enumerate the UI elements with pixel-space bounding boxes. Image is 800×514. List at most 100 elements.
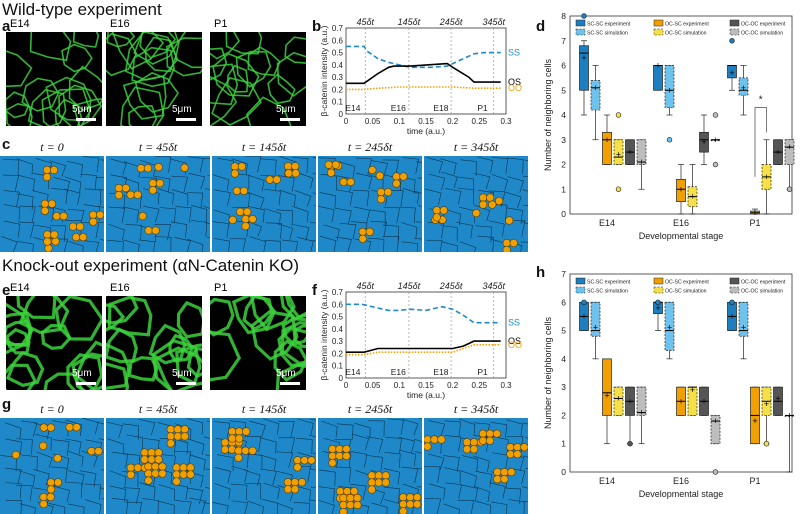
cell-membrane	[29, 32, 72, 62]
outer-hair-cell	[472, 209, 481, 218]
cell-edge	[473, 485, 490, 503]
cell-edge	[53, 485, 70, 503]
cell-edge	[67, 450, 84, 467]
cell-edge	[186, 192, 204, 209]
legend-label: SC-SC experiment	[587, 280, 631, 286]
cell-edge	[265, 222, 282, 239]
outer-hair-cell	[399, 507, 408, 514]
cell-edge	[473, 172, 491, 190]
cell-edge	[264, 188, 281, 206]
outer-hair-cell	[228, 427, 237, 436]
cell-edge	[52, 420, 69, 437]
outer-hair-cell	[494, 196, 504, 206]
cell-edge	[53, 176, 70, 194]
outer-hair-cell	[230, 162, 239, 171]
sim-time-label: t = 0	[40, 402, 64, 416]
cell-edge	[296, 437, 313, 455]
cell-membrane	[21, 77, 60, 112]
y-tick-label: 0.7	[332, 24, 344, 33]
stage-label: E14	[345, 367, 360, 377]
cell-edge	[204, 221, 210, 225]
cell-edge	[244, 156, 262, 173]
cell-edge	[383, 486, 400, 503]
cell-edge	[3, 204, 21, 221]
category-label: E14	[599, 476, 615, 486]
significance-bracket	[754, 107, 767, 177]
y-tick-label: 0.5	[332, 313, 344, 322]
cell-edge	[279, 189, 296, 206]
panel-letter-h: h	[536, 264, 546, 281]
cell-edge	[122, 177, 140, 194]
cell-edge	[175, 500, 192, 514]
sim-time-label: t = 245δt	[347, 402, 393, 416]
outer-hair-cell	[230, 169, 239, 178]
cell-edge	[18, 221, 35, 239]
outer-hair-cell	[220, 438, 230, 447]
cell-edge	[384, 451, 401, 469]
micrograph-p1: 5μm	[210, 296, 306, 390]
cell-edge	[139, 482, 156, 499]
cell-edge	[213, 209, 230, 226]
outer-hair-cell	[158, 462, 167, 471]
outer-hair-cell	[462, 445, 472, 454]
outer-hair-cell	[374, 471, 383, 480]
scale-label: 5μm	[172, 368, 192, 379]
outer-hair-cell	[358, 234, 367, 243]
category-label: P1	[749, 476, 760, 486]
cell-edge	[426, 239, 443, 252]
legend-swatch	[729, 277, 740, 285]
outer-hair-cell	[39, 441, 48, 450]
cell-membrane	[292, 324, 306, 349]
outer-hair-cell	[293, 463, 302, 472]
outer-hair-cell	[72, 233, 81, 242]
cell-edge	[292, 156, 309, 174]
micrograph-e16: 5μm	[106, 296, 202, 390]
cell-edge	[319, 469, 336, 486]
box-chart-d: 0 1 2 3 4 5 6 7 8 + + + + + + + + + + + + + + + + + + E14 E16 P1 Devel…	[543, 11, 795, 241]
cell-edge	[371, 160, 388, 177]
x-axis-label: time (a.u.)	[407, 126, 445, 136]
outer-hair-cell	[148, 179, 157, 188]
outer-hair-cell	[121, 184, 130, 193]
cell-edge	[444, 420, 461, 437]
outer-hair-cell	[307, 456, 316, 465]
outer-hair-cell	[51, 237, 60, 246]
outer-hair-cell	[148, 186, 157, 195]
cell-edge	[5, 438, 22, 455]
outer-hair-cell	[52, 212, 61, 221]
cell-edge	[97, 189, 104, 191]
box-iqr	[699, 131, 709, 153]
cell-edge	[109, 470, 127, 487]
outer-hair-cell	[39, 423, 49, 432]
cell-membrane	[276, 51, 306, 97]
cell-edge	[212, 174, 229, 191]
cell-edge	[206, 236, 210, 238]
legend-label: OC-SC simulation	[665, 31, 707, 37]
box-mean-marker: +	[667, 85, 672, 95]
outer-hair-cell	[424, 435, 432, 444]
x-axis-label: time (a.u.)	[407, 390, 445, 400]
outer-hair-cell	[155, 179, 164, 188]
outer-hair-cell	[166, 432, 175, 441]
cell-edge	[203, 158, 210, 159]
time-marker-label: 345δt	[482, 281, 505, 291]
cell-edge	[440, 158, 457, 175]
cell-edge	[99, 222, 104, 224]
cell-edge	[490, 501, 508, 514]
cell-membrane	[245, 96, 292, 126]
cell-edge	[67, 208, 85, 226]
cell-edge	[157, 188, 175, 205]
cell-edge	[214, 482, 231, 500]
cell-edge	[297, 418, 314, 435]
outer-hair-cell	[339, 507, 348, 514]
cell-membrane	[210, 330, 242, 382]
cell-edge	[508, 467, 526, 485]
cell-edge	[96, 176, 104, 178]
cell-edge	[418, 205, 422, 207]
outer-hair-cell	[94, 446, 103, 456]
series-label-ss: SS	[508, 318, 520, 328]
legend-swatch	[575, 286, 586, 294]
box-mean-marker: +	[655, 303, 660, 313]
cell-edge	[186, 418, 204, 435]
cell-edge	[400, 222, 418, 239]
